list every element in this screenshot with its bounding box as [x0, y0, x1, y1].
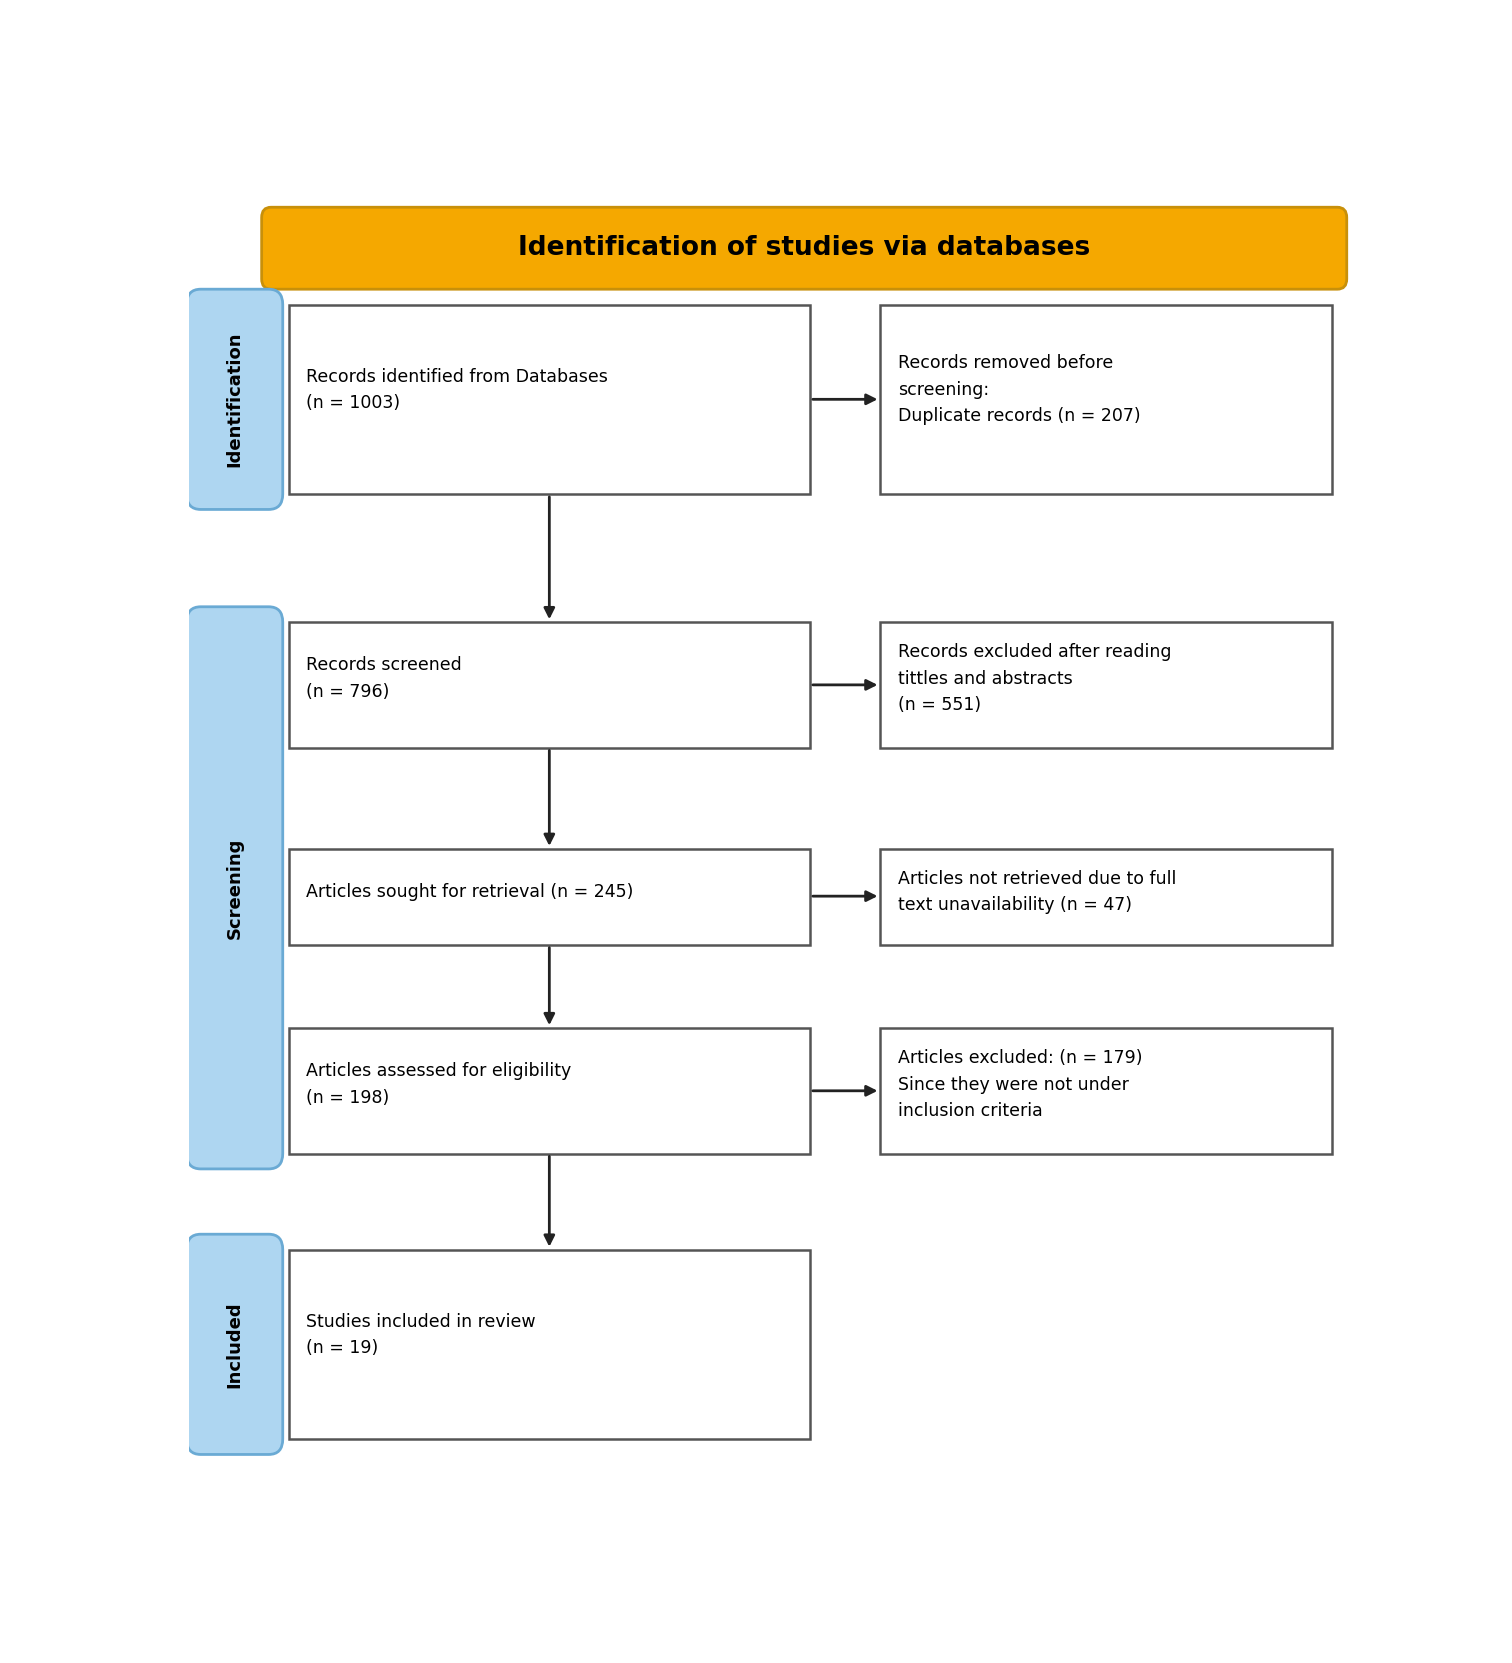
FancyBboxPatch shape	[289, 1249, 810, 1438]
FancyBboxPatch shape	[289, 1028, 810, 1154]
Text: Articles excluded: (n = 179)
Since they were not under
inclusion criteria: Articles excluded: (n = 179) Since they …	[898, 1049, 1143, 1119]
Text: Studies included in review
(n = 19): Studies included in review (n = 19)	[305, 1312, 535, 1357]
Text: Records identified from Databases
(n = 1003): Records identified from Databases (n = 1…	[305, 368, 608, 412]
FancyBboxPatch shape	[186, 1234, 283, 1455]
FancyBboxPatch shape	[880, 304, 1332, 494]
FancyBboxPatch shape	[289, 848, 810, 945]
Text: Included: Included	[225, 1300, 243, 1387]
Text: Records excluded after reading
tittles and abstracts
(n = 551): Records excluded after reading tittles a…	[898, 644, 1172, 713]
Text: Articles assessed for eligibility
(n = 198): Articles assessed for eligibility (n = 1…	[305, 1063, 572, 1106]
Text: Records screened
(n = 796): Records screened (n = 796)	[305, 657, 463, 700]
Text: Articles sought for retrieval (n = 245): Articles sought for retrieval (n = 245)	[305, 883, 634, 901]
FancyBboxPatch shape	[880, 1028, 1332, 1154]
FancyBboxPatch shape	[289, 304, 810, 494]
FancyBboxPatch shape	[262, 208, 1347, 289]
FancyBboxPatch shape	[289, 622, 810, 748]
Text: Identification: Identification	[225, 331, 243, 467]
FancyBboxPatch shape	[880, 848, 1332, 945]
Text: Identification of studies via databases: Identification of studies via databases	[519, 234, 1090, 261]
Text: Screening: Screening	[225, 836, 243, 938]
FancyBboxPatch shape	[186, 607, 283, 1169]
Text: Articles not retrieved due to full
text unavailability (n = 47): Articles not retrieved due to full text …	[898, 870, 1176, 915]
FancyBboxPatch shape	[880, 622, 1332, 748]
FancyBboxPatch shape	[186, 289, 283, 509]
Text: Records removed before
screening:
Duplicate records (n = 207): Records removed before screening: Duplic…	[898, 354, 1140, 426]
